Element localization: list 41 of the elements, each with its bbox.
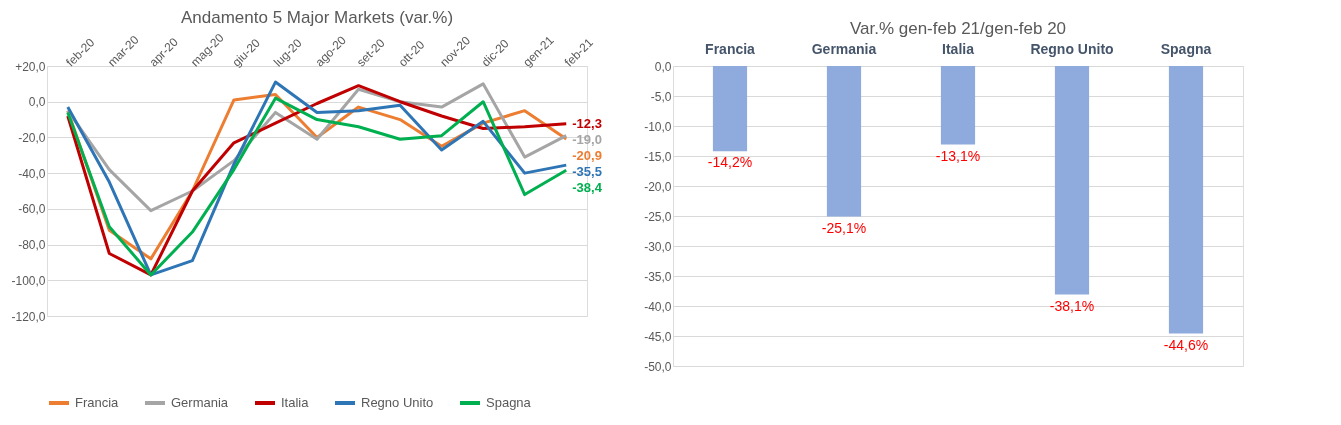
x-tick-label: Spagna [1160,40,1212,57]
y-tick-label: -20,0 [18,130,46,145]
legend-label: Francia [75,395,120,410]
legend-label: Spagna [486,395,532,410]
data-label: -35,5 [572,163,602,179]
chart-title: Var.% gen-feb 21/gen-feb 20 [849,19,1067,38]
data-label: -19,0 [572,131,602,147]
y-tick-label: -45,0 [644,329,672,344]
y-tick-label: -80,0 [18,238,46,253]
data-label: -25,1% [821,219,867,236]
y-tick-label: +20,0 [15,59,46,74]
data-label: -38,1% [1049,297,1095,314]
y-tick-label: -35,0 [644,269,672,284]
y-tick-label: -25,0 [644,209,672,224]
x-tick-label: Germania [811,40,877,57]
y-tick-label: -100,0 [11,273,46,288]
chart-title: Andamento 5 Major Markets (var.%) [180,7,454,27]
data-label: -38,4 [572,179,603,195]
y-tick-label: -60,0 [18,202,46,217]
data-label: -13,1% [935,147,981,164]
y-tick-label: -30,0 [644,239,672,254]
x-tick-label: Regno Unito [1030,40,1114,57]
legend-label: Regno Unito [361,395,434,410]
y-tick-label: -40,0 [644,299,672,314]
y-tick-label: 0,0 [28,95,46,110]
y-tick-label: 0,0 [654,59,672,74]
legend-label: Germania [171,395,229,410]
data-label: -14,2% [707,154,753,171]
data-label: -44,6% [1163,336,1209,353]
x-tick-label: Francia [705,40,756,57]
y-tick-label: -5,0 [650,89,672,104]
y-tick-label: -40,0 [18,166,46,181]
x-tick-label: Italia [942,40,975,57]
data-label: -20,9 [572,147,602,163]
y-tick-label: -50,0 [644,359,672,374]
legend-label: Italia [281,395,310,410]
y-tick-label: -20,0 [644,179,672,194]
y-tick-label: -15,0 [644,149,672,164]
data-label: -12,3 [572,115,602,131]
y-tick-label: -10,0 [644,119,672,134]
y-tick-label: -120,0 [11,309,46,324]
